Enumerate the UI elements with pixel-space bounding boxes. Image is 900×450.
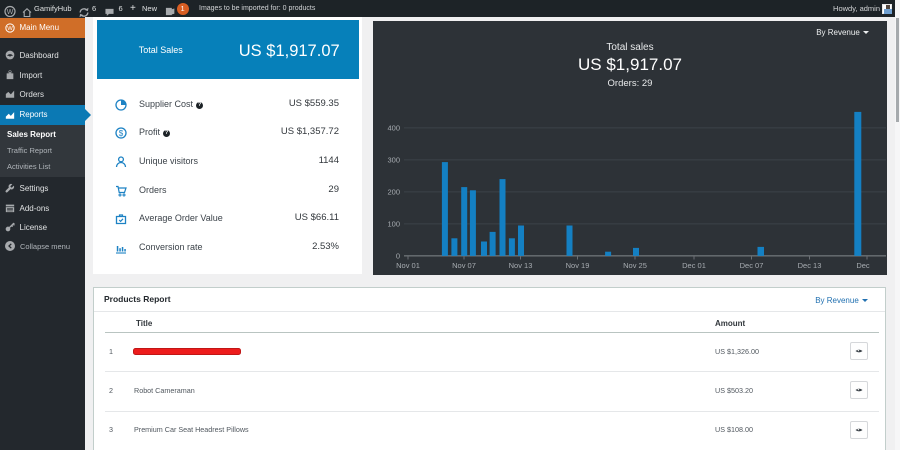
svg-text:Nov 07: Nov 07 <box>452 261 476 270</box>
svg-text:Nov 01: Nov 01 <box>396 261 420 270</box>
svg-text:Dec 13: Dec 13 <box>798 261 822 270</box>
svg-text:400: 400 <box>387 123 400 132</box>
svg-text:Nov 25: Nov 25 <box>623 261 647 270</box>
svg-text:Nov 13: Nov 13 <box>509 261 533 270</box>
svg-text:0: 0 <box>396 251 400 260</box>
svg-text:$: $ <box>119 129 124 138</box>
svg-text:Dec 01: Dec 01 <box>682 261 706 270</box>
svg-text:Nov 19: Nov 19 <box>566 261 590 270</box>
svg-text:Dec 07: Dec 07 <box>740 261 764 270</box>
svg-text:Dec: Dec <box>856 261 870 270</box>
svg-text:W: W <box>7 9 14 16</box>
svg-text:100: 100 <box>387 219 400 228</box>
svg-text:200: 200 <box>387 187 400 196</box>
svg-text:300: 300 <box>387 155 400 164</box>
svg-text:W: W <box>7 26 13 32</box>
